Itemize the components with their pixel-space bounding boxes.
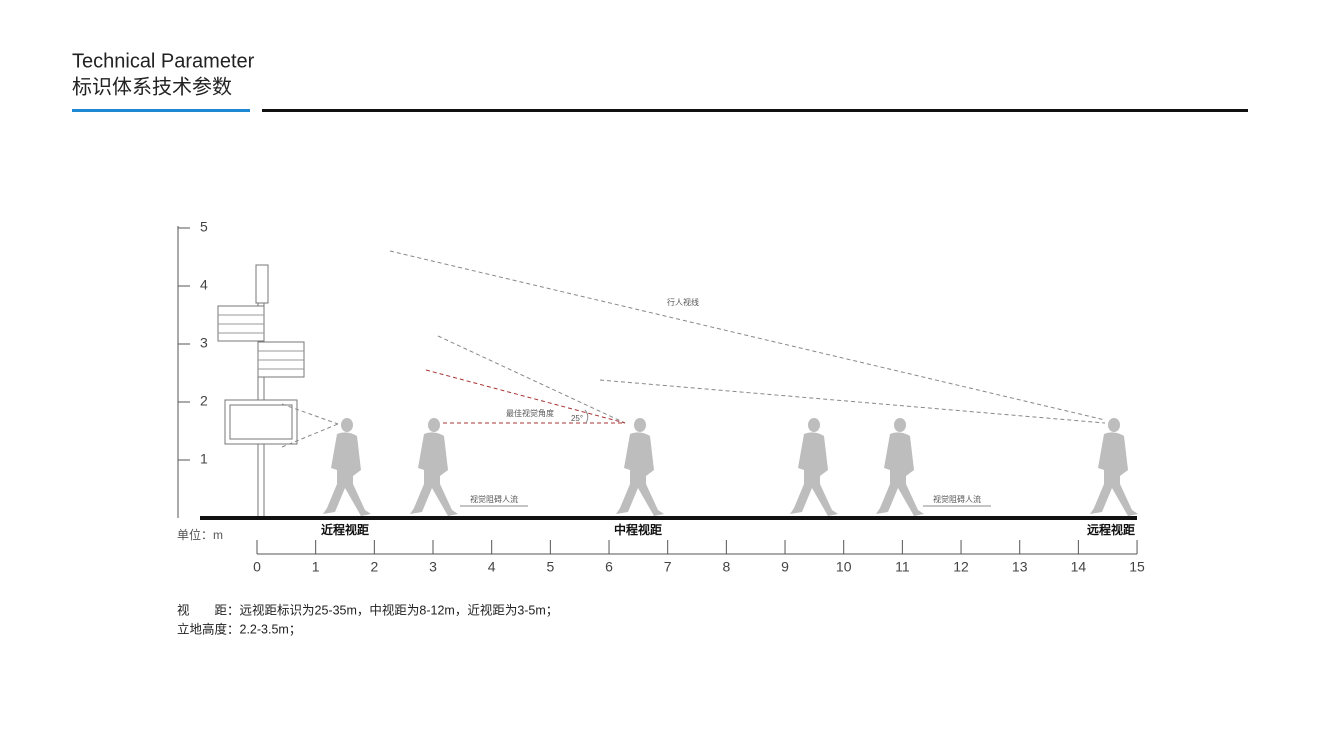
angle-label: 25° — [571, 414, 583, 423]
sight-line-label: 行人视线 — [667, 297, 699, 307]
unit: 单位：m — [177, 527, 223, 542]
best-angle-label: 最佳视觉角度 — [506, 408, 554, 418]
body — [1090, 432, 1138, 516]
x-tick-label: 7 — [664, 559, 672, 575]
title: Technical Parameter — [72, 50, 255, 72]
x-tick-label: 0 — [253, 559, 261, 575]
x-tick-label: 3 — [429, 559, 437, 575]
ground — [200, 516, 1137, 520]
x-tick-label: 6 — [605, 559, 613, 575]
subtitle: 标识体系技术参数 — [72, 75, 232, 98]
x-tick-label: 14 — [1071, 559, 1087, 575]
pedestrian — [323, 418, 371, 516]
head — [808, 418, 820, 432]
sign-pole — [217, 264, 305, 519]
head — [894, 418, 906, 432]
head — [1108, 418, 1120, 432]
body — [876, 432, 924, 516]
x-tick-label: 4 — [488, 559, 496, 575]
pedestrian — [1090, 418, 1138, 516]
x-tick-label: 1 — [312, 559, 320, 575]
body — [616, 432, 664, 516]
x-tick-label: 2 — [370, 559, 378, 575]
y-tick-label: 2 — [200, 393, 208, 409]
note: 视 距：远视距标识为25-35m，中视距为8-12m，近视距为3-5m； — [177, 602, 558, 617]
y-tick-label: 1 — [200, 451, 208, 467]
x-tick-label: 9 — [781, 559, 789, 575]
zone-label: 中程视距 — [614, 522, 662, 537]
obstruction-label: 视觉阻碍人流 — [470, 494, 518, 504]
body — [410, 432, 458, 516]
pedestrian — [410, 418, 458, 516]
pedestrian — [790, 418, 838, 516]
body — [790, 432, 838, 516]
x-tick-label: 8 — [722, 559, 730, 575]
head — [634, 418, 646, 432]
sight-lines — [281, 250, 1106, 448]
note: 立地高度：2.2-3.5m； — [177, 621, 301, 636]
x-tick-label: 10 — [836, 559, 852, 575]
pedestrian — [616, 418, 664, 516]
x-tick-label: 11 — [895, 559, 910, 575]
head — [341, 418, 353, 432]
zone-label: 远程视距 — [1087, 522, 1135, 537]
head — [428, 418, 440, 432]
x-tick-label: 12 — [953, 559, 969, 575]
x-tick-label: 13 — [1012, 559, 1028, 575]
y-tick-label: 3 — [200, 335, 208, 351]
x-tick-label: 15 — [1129, 559, 1145, 575]
obstruction-label: 视觉阻碍人流 — [933, 494, 981, 504]
zone-label: 近程视距 — [321, 522, 369, 537]
header-rule — [262, 109, 1248, 112]
body — [323, 432, 371, 516]
y-tick-label: 4 — [200, 277, 208, 293]
accent-line — [72, 109, 250, 112]
y-tick-label: 5 — [200, 219, 208, 235]
pedestrian — [876, 418, 924, 516]
x-tick-label: 5 — [546, 559, 554, 575]
